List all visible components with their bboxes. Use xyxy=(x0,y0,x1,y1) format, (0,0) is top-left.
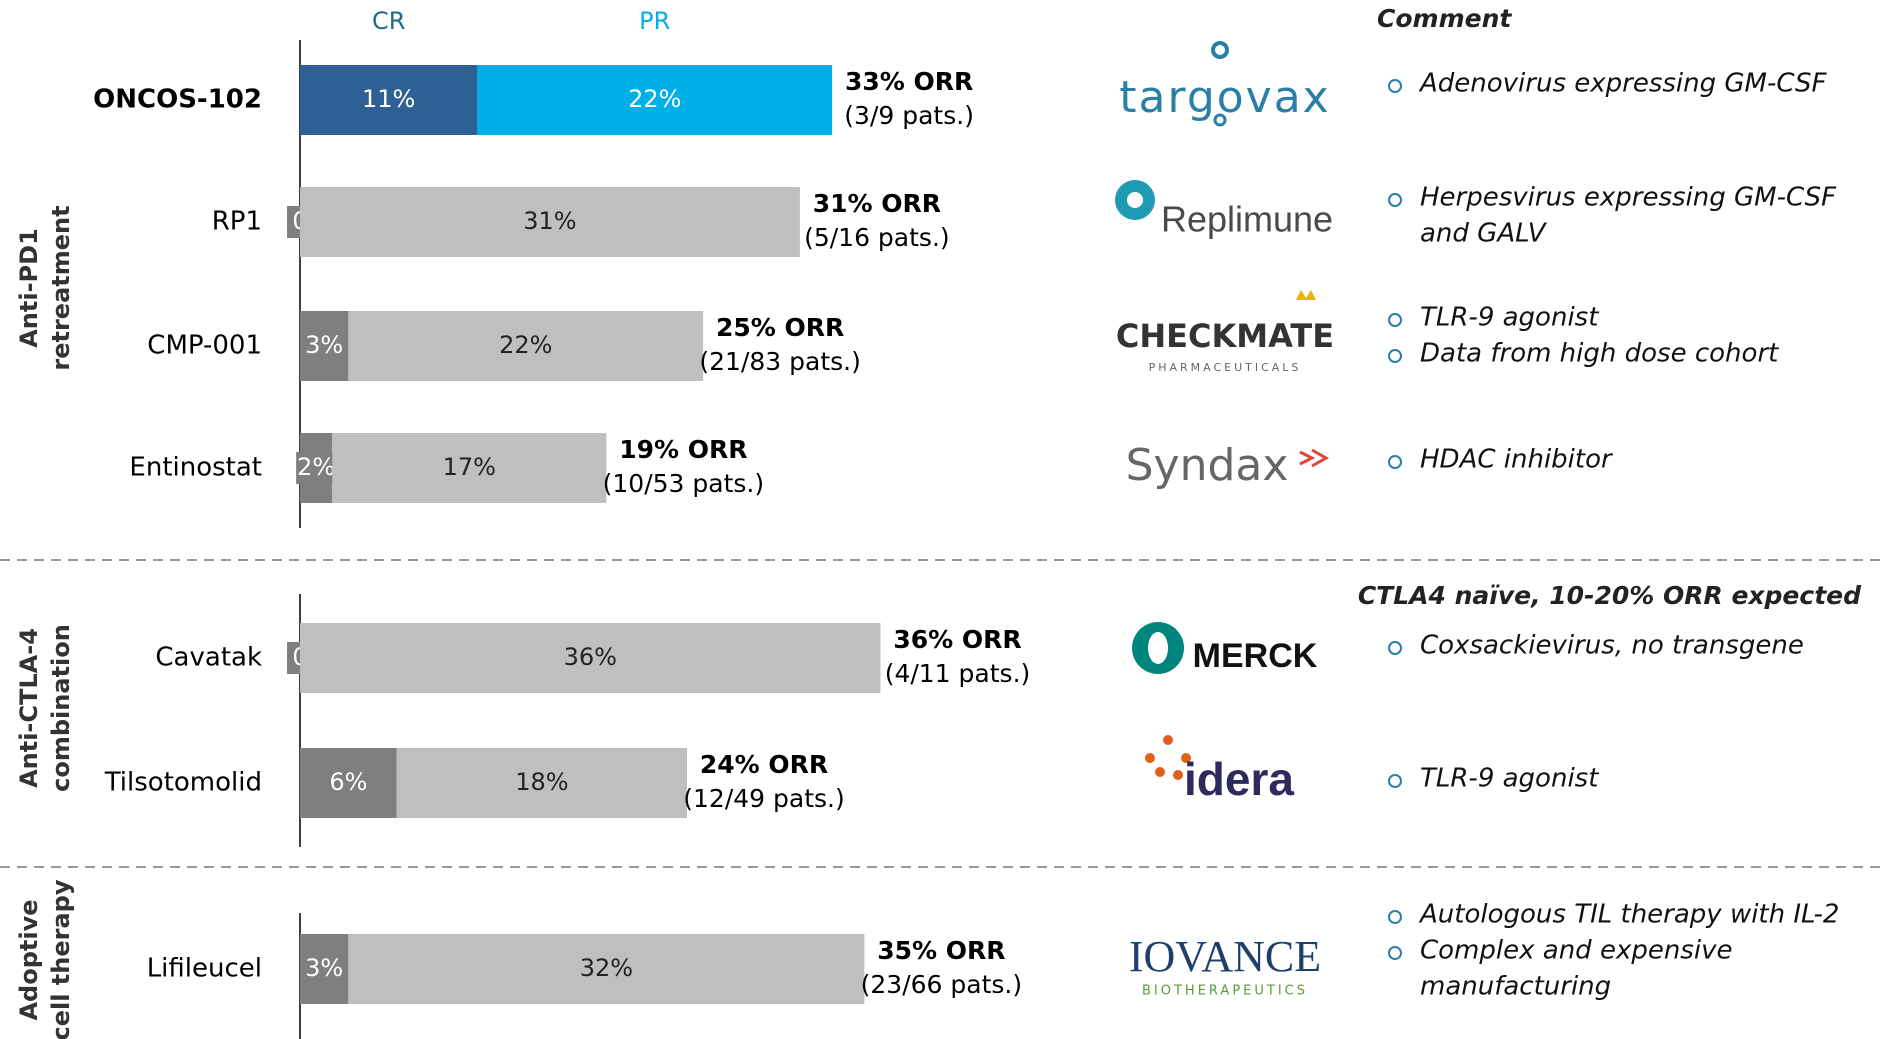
comment-text: manufacturing xyxy=(1420,972,1611,1002)
logo-mark xyxy=(1211,41,1229,59)
logo-text: Syndax xyxy=(1126,440,1289,491)
logo-mark xyxy=(1181,753,1191,763)
comment-text: and GALV xyxy=(1420,219,1548,249)
logo-mark xyxy=(1145,753,1155,763)
group-label: combination xyxy=(47,624,75,792)
bullet xyxy=(1388,774,1402,788)
bullet xyxy=(1388,193,1402,207)
orr-label: 24% ORR xyxy=(700,750,828,779)
bar-segment xyxy=(477,65,833,135)
orr-label: 19% ORR xyxy=(619,435,747,464)
bullet xyxy=(1388,313,1402,327)
comment-text: Autologous TIL therapy with IL-2 xyxy=(1418,900,1839,930)
comment-text: Data from high dose cohort xyxy=(1420,339,1779,369)
comment-text: TLR-9 agonist xyxy=(1420,303,1599,333)
comment-text: TLR-9 agonist xyxy=(1420,764,1599,794)
value-label: 17% xyxy=(443,453,496,481)
comment-text: HDAC inhibitor xyxy=(1420,445,1614,475)
patients-label: (4/11 pats.) xyxy=(885,659,1031,688)
comment-subheader: CTLA4 naïve, 10-20% ORR expected xyxy=(1358,581,1862,610)
logo-text: targovax xyxy=(1119,72,1330,123)
value-label: 22% xyxy=(499,331,552,359)
legend-label: PR xyxy=(639,7,670,35)
bar-segment xyxy=(300,187,800,257)
logo-text: IOVANCE xyxy=(1129,932,1321,981)
value-label: 31% xyxy=(523,207,576,235)
category-label: ONCOS-102 xyxy=(93,85,262,115)
category-label: Cavatak xyxy=(155,643,262,673)
logo-text: PHARMACEUTICALS xyxy=(1149,361,1302,374)
bar-segment xyxy=(348,934,865,1004)
value-label: 36% xyxy=(564,643,617,671)
group-label: Adoptive xyxy=(15,899,43,1020)
patients-label: (12/49 pats.) xyxy=(683,784,844,813)
logo-mark xyxy=(1127,192,1143,208)
logo-mark xyxy=(1296,290,1316,300)
bullet xyxy=(1388,79,1402,93)
logo-text: MERCK xyxy=(1193,637,1318,675)
patients-label: (23/66 pats.) xyxy=(861,970,1022,999)
category-label: Entinostat xyxy=(129,453,262,483)
bar-segment xyxy=(300,65,478,135)
group-label: Anti-PD1 xyxy=(15,228,43,348)
logo-mark xyxy=(1299,448,1330,468)
bullet xyxy=(1388,641,1402,655)
legend-label: CR xyxy=(372,7,405,35)
value-label: 3% xyxy=(305,954,343,982)
orr-label: 33% ORR xyxy=(845,67,973,96)
category-label: CMP-001 xyxy=(147,331,262,361)
bar-segment xyxy=(332,433,607,503)
value-label: 6% xyxy=(329,768,367,796)
category-label: Tilsotomolid xyxy=(104,768,262,798)
bullet xyxy=(1388,946,1402,960)
value-label: 18% xyxy=(515,768,568,796)
orr-label: 25% ORR xyxy=(716,313,844,342)
bar-segment xyxy=(300,934,349,1004)
value-label: 11% xyxy=(362,85,415,113)
bar-segment xyxy=(300,311,349,381)
value-label: 32% xyxy=(580,954,633,982)
orr-label: 31% ORR xyxy=(813,189,941,218)
logo-text: BIOTHERAPEUTICS xyxy=(1142,984,1308,999)
group-label: Anti-CTLA-4 xyxy=(15,628,43,788)
patients-label: (21/83 pats.) xyxy=(699,347,860,376)
orr-label: 35% ORR xyxy=(877,936,1005,965)
orr-label: 36% ORR xyxy=(893,625,1021,654)
patients-label: (3/9 pats.) xyxy=(844,101,974,130)
logo-text: idera xyxy=(1184,753,1294,805)
bullet xyxy=(1388,349,1402,363)
patients-label: (5/16 pats.) xyxy=(804,223,950,252)
bullet xyxy=(1388,455,1402,469)
logo-mark xyxy=(1213,113,1227,127)
comment-header: Comment xyxy=(1377,4,1512,33)
logo-mark xyxy=(1173,770,1183,780)
label-chip xyxy=(296,452,337,484)
category-label: Lifileucel xyxy=(147,954,262,984)
group-label: cell therapy xyxy=(47,879,75,1039)
comment-text: Adenovirus expressing GM-CSF xyxy=(1418,69,1827,99)
bar-segment xyxy=(300,748,397,818)
value-label: 22% xyxy=(628,85,681,113)
bullet xyxy=(1388,910,1402,924)
bar-segment xyxy=(348,311,704,381)
comment-text: Complex and expensive xyxy=(1420,936,1732,966)
category-label: RP1 xyxy=(212,207,262,237)
comment-text: Herpesvirus expressing GM-CSF xyxy=(1420,183,1837,213)
comment-text: Coxsackievirus, no transgene xyxy=(1420,631,1804,661)
bar-segment xyxy=(396,748,687,818)
patients-label: (10/53 pats.) xyxy=(603,469,764,498)
bar-segment xyxy=(300,623,881,693)
logo-mark xyxy=(1155,767,1165,777)
group-label: retreatment xyxy=(47,205,75,370)
logo-text: CHECKMATE xyxy=(1116,317,1334,355)
logo-text: Replimune xyxy=(1161,199,1333,240)
value-label: 2% xyxy=(297,453,335,481)
value-label: 3% xyxy=(305,331,343,359)
logo-mark xyxy=(1163,735,1173,745)
logo-mark xyxy=(1148,632,1168,664)
